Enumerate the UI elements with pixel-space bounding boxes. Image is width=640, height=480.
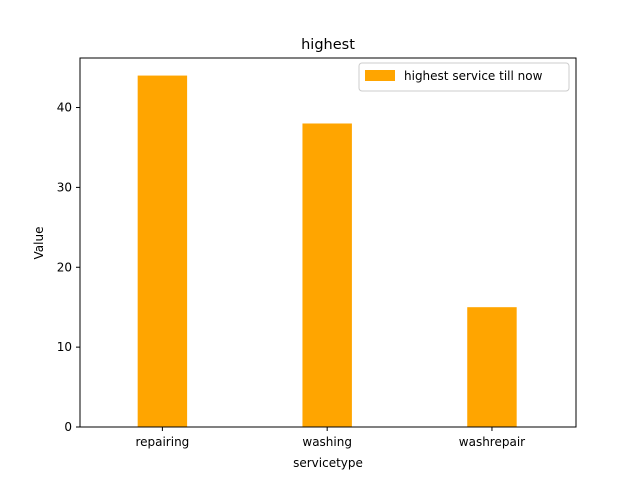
x-tick-label-repairing: repairing	[135, 435, 189, 449]
plot-frame	[79, 57, 577, 428]
y-axis-label: Value	[32, 227, 46, 260]
x-axis-ticks: repairing washing washrepair	[135, 427, 525, 449]
legend: highest service till now	[358, 62, 570, 92]
legend-swatch	[365, 70, 395, 81]
y-tick-label-40: 40	[57, 101, 72, 115]
y-tick-label-10: 10	[57, 340, 72, 354]
bars-layer	[137, 75, 517, 428]
x-tick-label-washing: washing	[302, 435, 352, 449]
chart-title: highest	[301, 37, 355, 53]
legend-frame	[358, 62, 570, 92]
y-tick-label-0: 0	[64, 420, 72, 434]
bar-washrepair	[467, 307, 517, 427]
y-tick-label-30: 30	[57, 180, 72, 194]
y-axis-ticks: 0 10 20 30 40	[57, 101, 80, 434]
bar-repairing	[137, 75, 188, 427]
x-tick-label-washrepair: washrepair	[459, 435, 525, 449]
bar-washing	[302, 123, 352, 428]
legend-label: highest service till now	[404, 69, 543, 83]
y-tick-label-20: 20	[57, 260, 72, 274]
x-axis-label: servicetype	[293, 456, 363, 470]
plot-area	[79, 57, 577, 428]
